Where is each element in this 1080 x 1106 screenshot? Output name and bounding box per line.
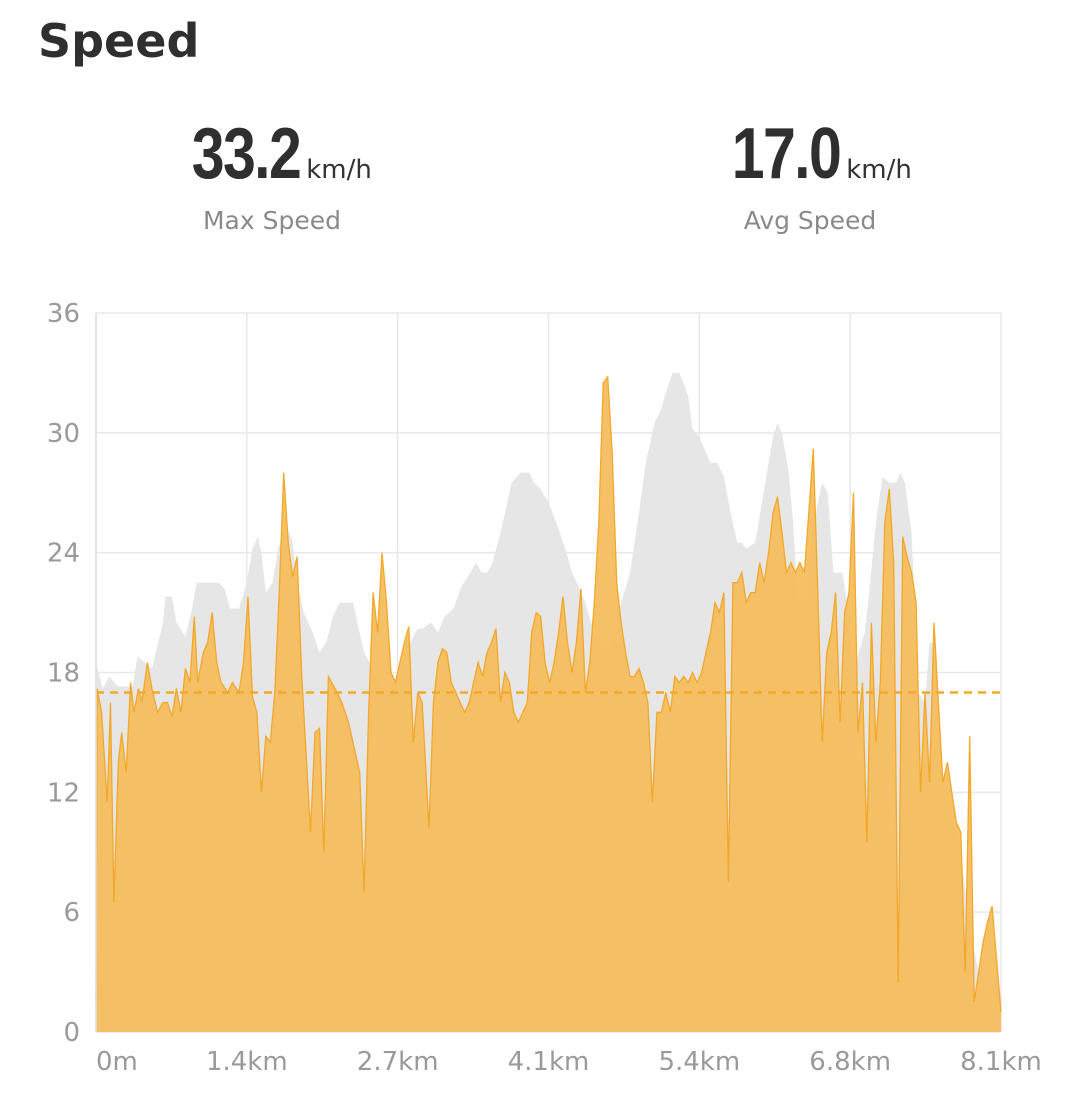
y-tick-label: 36 [47, 299, 80, 329]
x-tick-label: 1.4km [206, 1047, 288, 1077]
avg-speed-stat: 17.0 km/h Avg Speed [540, 118, 1080, 235]
speed-area [96, 376, 1001, 1032]
y-tick-label: 12 [47, 778, 80, 808]
y-tick-label: 30 [47, 419, 80, 449]
x-tick-label: 8.1km [960, 1047, 1042, 1077]
x-tick-label: 2.7km [357, 1047, 439, 1077]
avg-speed-value: 17.0 [731, 114, 842, 194]
max-speed-stat: 33.2 km/h Max Speed [0, 118, 540, 235]
avg-speed-unit: km/h [846, 155, 912, 185]
x-tick-label: 4.1km [508, 1047, 590, 1077]
x-tick-label: 0m [96, 1047, 138, 1077]
x-tick-label: 5.4km [658, 1047, 740, 1077]
x-tick-label: 6.8km [809, 1047, 891, 1077]
max-speed-unit: km/h [306, 155, 372, 185]
y-tick-label: 6 [63, 898, 80, 928]
y-tick-label: 0 [63, 1018, 80, 1048]
speed-chart: 0 6 12 18 24 30 36 0m 1.4km 2.7km 4.1km 5.4km 6.8km 8… [47, 299, 1042, 1077]
avg-speed-label: Avg Speed [743, 206, 877, 235]
y-tick-label: 24 [47, 539, 80, 569]
page-title: Speed [38, 14, 200, 68]
y-tick-label: 18 [47, 659, 80, 689]
speed-line [95, 375, 1002, 1013]
max-speed-value: 33.2 [191, 114, 302, 194]
max-speed-label: Max Speed [202, 206, 341, 235]
